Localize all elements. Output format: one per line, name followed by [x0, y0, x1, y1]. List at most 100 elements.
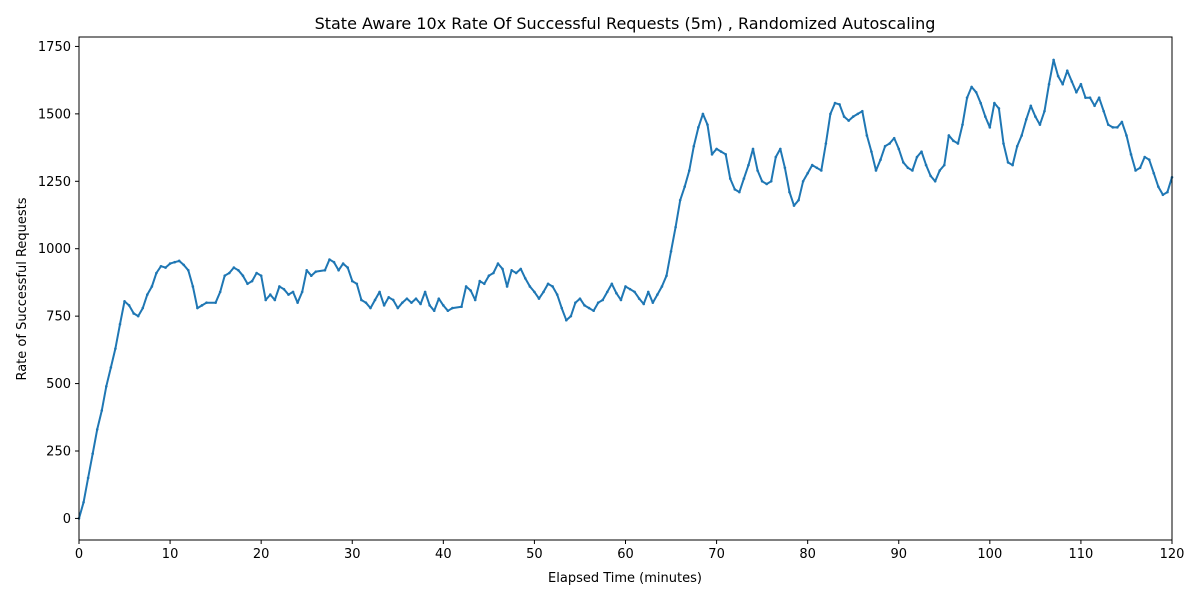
data-point	[902, 161, 905, 164]
data-point	[701, 112, 705, 116]
y-tick-label: 1000	[38, 242, 71, 257]
x-tick-label: 100	[977, 547, 1002, 562]
data-point	[332, 260, 336, 264]
data-point	[865, 134, 869, 137]
data-point	[341, 262, 345, 265]
data-point	[596, 301, 600, 304]
x-tick-label: 30	[344, 547, 361, 562]
data-point	[728, 177, 732, 180]
data-point	[414, 297, 418, 300]
data-point	[883, 144, 887, 148]
data-point	[965, 96, 969, 99]
y-tick-label: 1250	[38, 175, 71, 190]
data-point	[637, 297, 641, 300]
data-point	[136, 314, 140, 318]
data-point	[610, 282, 614, 286]
data-point	[1034, 115, 1037, 118]
data-point	[109, 366, 113, 369]
y-tick-label: 1500	[38, 107, 71, 122]
x-tick-label: 10	[162, 547, 179, 562]
data-point	[473, 298, 477, 302]
y-tick-label: 500	[46, 377, 71, 392]
data-point	[382, 304, 386, 307]
data-point	[760, 179, 764, 183]
data-point	[824, 142, 828, 145]
data-point	[364, 301, 368, 304]
data-point	[328, 258, 331, 261]
data-point	[706, 123, 709, 126]
x-tick-label: 70	[708, 547, 725, 562]
data-point	[1166, 190, 1169, 194]
data-point	[487, 274, 491, 277]
data-point	[861, 109, 864, 113]
data-point	[1157, 185, 1160, 188]
data-point	[1084, 96, 1087, 99]
data-point	[783, 166, 787, 170]
data-point	[592, 309, 595, 313]
data-point	[788, 190, 791, 194]
data-point	[1152, 171, 1156, 175]
data-point	[851, 115, 855, 118]
data-point	[1011, 163, 1014, 167]
data-point	[446, 309, 450, 313]
data-point	[146, 293, 149, 296]
chart-title: State Aware 10x Rate Of Successful Reque…	[315, 14, 936, 33]
data-point	[268, 293, 272, 296]
data-point	[191, 285, 195, 288]
data-point	[510, 268, 513, 272]
data-point	[820, 169, 823, 172]
data-point	[687, 169, 691, 172]
data-point	[1020, 134, 1024, 137]
data-point	[555, 293, 559, 296]
data-point	[574, 301, 577, 304]
data-point	[173, 260, 176, 264]
data-point	[1129, 153, 1133, 156]
data-point	[970, 85, 973, 89]
data-point	[952, 139, 955, 143]
data-point	[628, 287, 632, 291]
data-point	[227, 271, 231, 275]
data-point	[391, 298, 395, 302]
data-point	[692, 144, 696, 148]
data-point	[1015, 144, 1019, 148]
data-point	[246, 282, 249, 286]
data-point	[546, 282, 550, 286]
data-point	[1075, 90, 1078, 94]
data-point	[983, 115, 987, 118]
data-point	[856, 112, 860, 116]
data-point	[337, 268, 340, 272]
data-point	[624, 285, 627, 288]
data-point	[300, 290, 304, 294]
data-point	[187, 268, 190, 272]
data-point	[437, 297, 441, 300]
data-point	[155, 271, 158, 275]
data-point	[1029, 104, 1033, 108]
data-point	[264, 298, 268, 302]
data-point	[961, 123, 964, 126]
data-point	[792, 204, 796, 207]
data-point	[683, 185, 687, 188]
data-point	[1125, 134, 1128, 137]
data-point	[578, 297, 582, 300]
data-point	[533, 290, 536, 294]
data-point	[82, 500, 85, 504]
data-point	[86, 476, 90, 480]
data-point	[291, 290, 295, 294]
y-axis-label: Rate of Successful Requests	[15, 197, 30, 380]
data-point	[747, 163, 750, 167]
data-point	[451, 306, 454, 310]
data-point	[742, 177, 746, 180]
data-point	[241, 274, 245, 277]
data-point	[911, 169, 914, 172]
data-point	[282, 287, 286, 291]
data-point	[678, 198, 682, 202]
data-point	[519, 267, 523, 271]
data-point	[419, 302, 422, 306]
data-point	[255, 271, 258, 275]
data-point	[387, 295, 390, 299]
data-point	[833, 101, 837, 105]
data-point	[100, 409, 104, 412]
data-point	[492, 271, 495, 275]
data-point	[947, 134, 951, 137]
data-point	[505, 285, 509, 288]
